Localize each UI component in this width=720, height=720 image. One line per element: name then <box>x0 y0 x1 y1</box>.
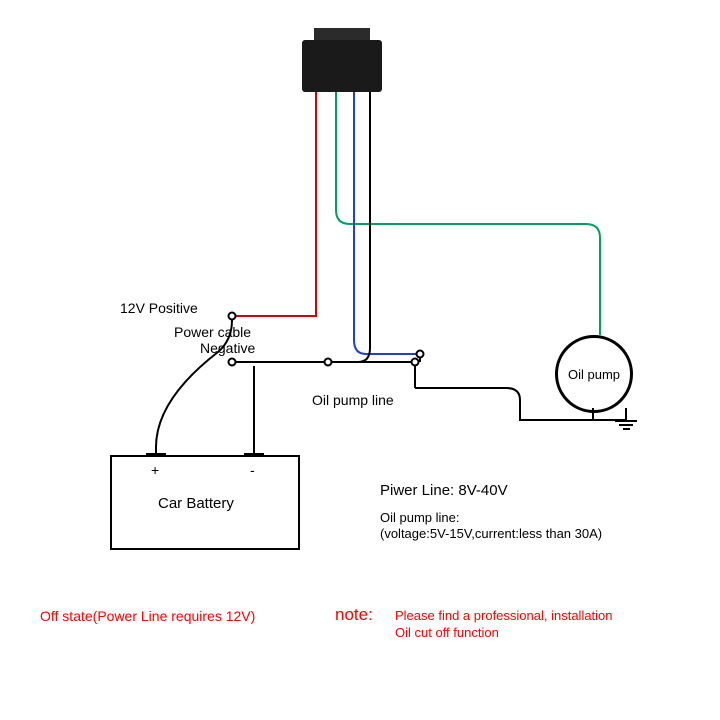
node-blue-end <box>416 350 425 359</box>
node-negative <box>228 358 237 367</box>
label-note: note: <box>335 605 373 625</box>
label-power-cable: Power cable <box>174 324 251 340</box>
label-power-line-spec: Piwer Line: 8V-40V <box>380 482 508 499</box>
ground-symbol <box>615 420 637 430</box>
node-neg-join <box>324 358 333 367</box>
label-oil-spec-1: Oil pump line: <box>380 510 459 525</box>
label-12v-positive: 12V Positive <box>120 300 198 316</box>
label-negative: Negative <box>200 340 255 356</box>
oil-pump-label: Oil pump <box>568 367 620 382</box>
label-oil-spec-2: (voltage:5V-15V,current:less than 30A) <box>380 526 602 541</box>
oil-pump: Oil pump <box>555 335 633 413</box>
battery-terminal-pos <box>146 453 166 455</box>
note-prefix: note: <box>335 605 373 624</box>
battery-terminal-neg <box>244 453 264 455</box>
node-12v-positive <box>228 312 237 321</box>
battery-minus: - <box>250 462 255 478</box>
label-oil-pump-line: Oil pump line <box>312 392 394 408</box>
label-off-state: Off state(Power Line requires 12V) <box>40 608 255 624</box>
wiring-diagram: 12V Positive Power cable Negative Oil pu… <box>0 0 720 720</box>
battery-plus: + <box>151 462 159 478</box>
label-note-2: Oil cut off function <box>395 625 499 640</box>
node-oil-line <box>411 358 420 367</box>
label-note-1: Please find a professional, installation <box>395 608 613 623</box>
car-battery-label: Car Battery <box>158 495 234 512</box>
